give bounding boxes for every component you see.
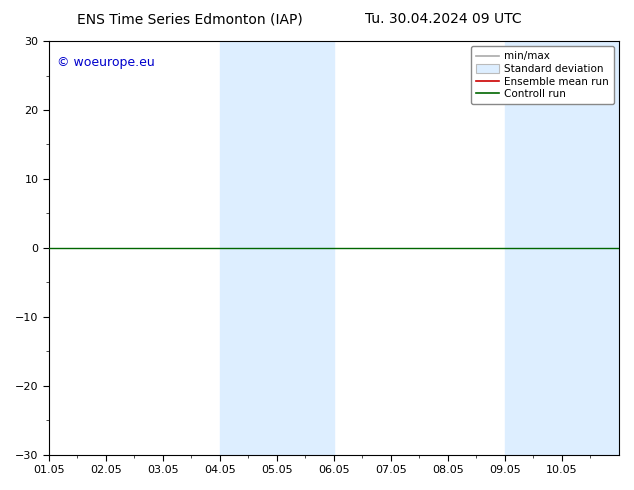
Text: Tu. 30.04.2024 09 UTC: Tu. 30.04.2024 09 UTC (365, 12, 522, 26)
Text: © woeurope.eu: © woeurope.eu (58, 55, 155, 69)
Text: ENS Time Series Edmonton (IAP): ENS Time Series Edmonton (IAP) (77, 12, 303, 26)
Bar (505, 41, 619, 455)
Bar (220, 41, 334, 455)
Legend: min/max, Standard deviation, Ensemble mean run, Controll run: min/max, Standard deviation, Ensemble me… (470, 46, 614, 104)
